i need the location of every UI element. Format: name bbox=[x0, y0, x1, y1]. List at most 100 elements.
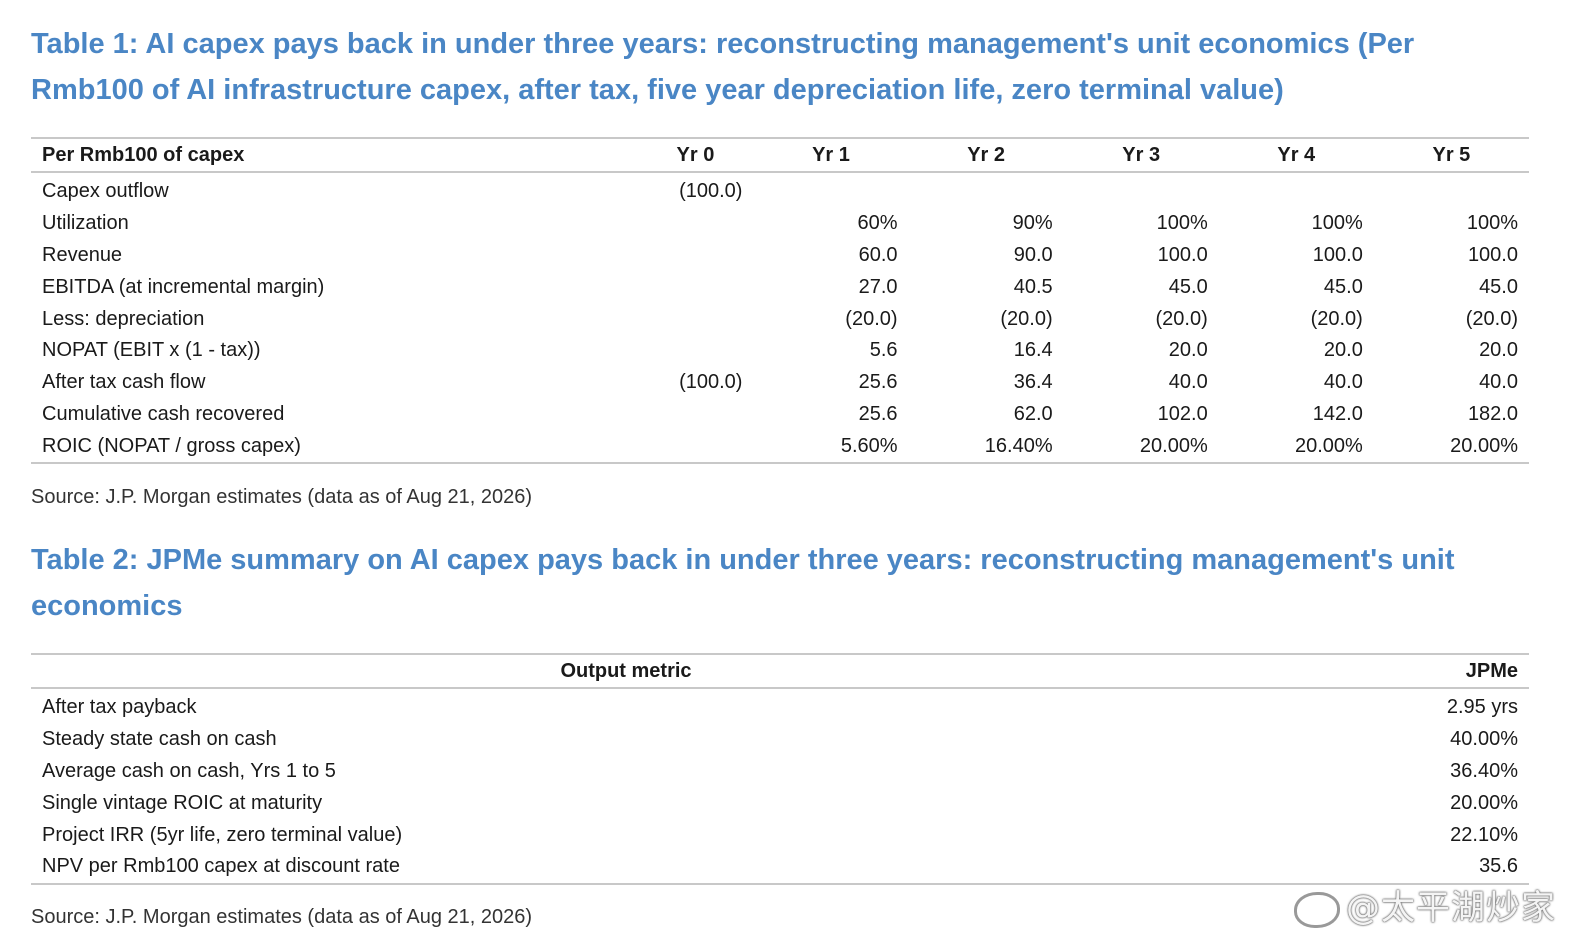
table2-row-value: 36.40% bbox=[1450, 759, 1518, 782]
watermark-text: @太平湖炒家 bbox=[1346, 888, 1556, 928]
table2-source: Source: J.P. Morgan estimates (data as o… bbox=[31, 906, 533, 928]
table1-cell-yr5: 20.00% bbox=[1373, 430, 1529, 465]
table2-row: Average cash on cash, Yrs 1 to 5 36.40% bbox=[31, 756, 1529, 788]
table1-cell-yr3: 102.0 bbox=[1157, 402, 1208, 425]
table1-cell-yr0 bbox=[637, 208, 753, 240]
table1-row-label: NOPAT (EBIT x (1 - tax)) bbox=[42, 339, 261, 362]
table1-row-label: EBITDA (at incremental margin) bbox=[42, 275, 325, 298]
table1-header-yr4: Yr 4 bbox=[1218, 137, 1374, 173]
table1-cell-yr5: 182.0 bbox=[1467, 402, 1518, 425]
table1-cell-yr1: 5.6 bbox=[869, 339, 898, 362]
table1-row: Utilization 60% 90% 100% 100% 100% bbox=[31, 208, 1529, 240]
table1-cell-yr2: 62.0 bbox=[1013, 402, 1053, 425]
table2-row: After tax payback 2.95 yrs bbox=[31, 688, 1529, 724]
table1-cell-yr4: 20.00% bbox=[1218, 430, 1374, 465]
table2-title: Table 2: JPMe summary on AI capex pays b… bbox=[31, 544, 1455, 622]
table1: Per Rmb100 of capex Yr 0 Yr 1 Yr 2 Yr 3 … bbox=[31, 137, 1529, 465]
table1-cell-yr3: 45.0 bbox=[1168, 275, 1208, 298]
table1-cell-yr0 bbox=[637, 335, 753, 367]
table1-row: Less: depreciation (20.0) (20.0) (20.0) (20.… bbox=[31, 303, 1529, 335]
table1-header-yr2: Yr 2 bbox=[908, 137, 1064, 173]
table1-title: Table 1: AI capex pays back in under thr… bbox=[31, 28, 1415, 106]
table2-row-label: NPV per Rmb100 capex at discount rate bbox=[31, 850, 1221, 885]
table1-row-label: Capex outflow bbox=[42, 180, 169, 203]
table1-row: Revenue 60.0 90.0 100.0 100.0 100.0 bbox=[31, 240, 1529, 272]
table1-source: Source: J.P. Morgan estimates (data as o… bbox=[31, 486, 533, 508]
table1-cell-yr4: 142.0 bbox=[1312, 402, 1363, 425]
table1-cell-yr0: (100.0) bbox=[679, 371, 743, 394]
table1-header-yr3: Yr 3 bbox=[1063, 137, 1219, 173]
watermark: @太平湖炒家 bbox=[1294, 880, 1556, 929]
table1-cell-yr0 bbox=[637, 430, 754, 465]
table2-row-label: Project IRR (5yr life, zero terminal val… bbox=[42, 823, 403, 846]
table1-cell-yr2: 16.40% bbox=[908, 430, 1064, 465]
table1-cell-yr4 bbox=[1219, 172, 1374, 208]
table2-row-value: 40.00% bbox=[1450, 728, 1518, 751]
table1-cell-yr2: 36.4 bbox=[1013, 371, 1053, 394]
table1-cell-yr3: 40.0 bbox=[1168, 371, 1208, 394]
table1-cell-yr4: (20.0) bbox=[1310, 307, 1363, 330]
table2-row: Project IRR (5yr life, zero terminal val… bbox=[31, 819, 1529, 851]
table1-cell-yr2: 90% bbox=[1012, 212, 1053, 235]
table2-row-value: 22.10% bbox=[1450, 823, 1518, 846]
table1-cell-yr1: 60.0 bbox=[858, 243, 898, 266]
table2: Output metric JPMe After tax payback 2.95… bbox=[31, 653, 1529, 885]
table1-cell-yr3: 20.0 bbox=[1168, 339, 1208, 362]
table1-cell-yr3 bbox=[1064, 172, 1219, 208]
table1-row: Capex outflow (100.0) bbox=[31, 172, 1529, 208]
table1-row-label: Revenue bbox=[42, 243, 123, 266]
table2-row: Single vintage ROIC at maturity 20.00% bbox=[31, 787, 1529, 819]
table1-cell-yr5 bbox=[1374, 172, 1529, 208]
table1-cell-yr5: 45.0 bbox=[1479, 275, 1518, 298]
table1-row-label: After tax cash flow bbox=[42, 371, 206, 394]
table2-header-jpme: JPMe bbox=[1221, 653, 1529, 689]
table1-cell-yr5: 20.0 bbox=[1479, 339, 1518, 362]
table1-cell-yr1: 25.6 bbox=[858, 371, 898, 394]
table1-cell-yr5: 100.0 bbox=[1467, 243, 1518, 266]
table1-cell-yr1 bbox=[753, 172, 908, 208]
table1-cell-yr1: 27.0 bbox=[858, 275, 898, 298]
table1-cell-yr1: 5.60% bbox=[753, 430, 909, 465]
table1-cell-yr4: 20.0 bbox=[1323, 339, 1363, 362]
weibo-icon bbox=[1294, 891, 1340, 928]
table1-cell-yr4: 100% bbox=[1311, 212, 1363, 235]
table2-row-label: Steady state cash on cash bbox=[42, 728, 277, 751]
table1-cell-yr2: 40.5 bbox=[1013, 275, 1053, 298]
table2-header-metric: Output metric bbox=[31, 653, 1221, 689]
table1-cell-yr2 bbox=[909, 172, 1064, 208]
table1-cell-yr3: 100% bbox=[1156, 212, 1208, 235]
table1-cell-yr1: 60% bbox=[857, 212, 898, 235]
table1-row-label: Cumulative cash recovered bbox=[42, 402, 285, 425]
table1-header-yr5: Yr 5 bbox=[1373, 137, 1529, 173]
table1-row: After tax cash flow (100.0) 25.6 36.4 40.0 40… bbox=[31, 367, 1529, 399]
table2-row: Steady state cash on cash 40.00% bbox=[31, 724, 1529, 756]
table1-cell-yr2: (20.0) bbox=[1000, 307, 1053, 330]
table2-row-label: After tax payback bbox=[42, 696, 197, 719]
table1-cell-yr0 bbox=[637, 303, 753, 335]
table1-cell-yr4: 45.0 bbox=[1323, 275, 1363, 298]
table1-cell-yr2: 90.0 bbox=[1013, 243, 1053, 266]
table1-row: NOPAT (EBIT x (1 - tax)) 5.6 16.4 20.0 20.0 2… bbox=[31, 335, 1529, 367]
table1-row-label: ROIC (NOPAT / gross capex) bbox=[31, 430, 638, 465]
table1-cell-yr1: 25.6 bbox=[858, 402, 898, 425]
table1-cell-yr0 bbox=[637, 271, 753, 303]
table1-row-label: Utilization bbox=[42, 212, 129, 235]
table1-cell-yr1: (20.0) bbox=[845, 307, 898, 330]
table1-cell-yr5: 40.0 bbox=[1479, 371, 1518, 394]
table1-cell-yr5: 100% bbox=[1466, 212, 1518, 235]
table2-header-row: Output metric JPMe bbox=[31, 653, 1529, 689]
table1-cell-yr4: 40.0 bbox=[1323, 371, 1363, 394]
table1-row: Cumulative cash recovered 25.6 62.0 102.0 14… bbox=[31, 399, 1529, 431]
table1-cell-yr3: 20.00% bbox=[1063, 430, 1219, 465]
table1-header-yr0: Yr 0 bbox=[637, 137, 754, 173]
table1-cell-yr0: (100.0) bbox=[679, 180, 743, 203]
table2-row-label: Average cash on cash, Yrs 1 to 5 bbox=[42, 759, 336, 782]
table2-row-value: 2.95 yrs bbox=[1446, 696, 1518, 719]
table1-cell-yr0 bbox=[637, 399, 753, 431]
table1-cell-yr5: (20.0) bbox=[1465, 307, 1518, 330]
table1-cell-yr4: 100.0 bbox=[1312, 243, 1363, 266]
table1-row: ROIC (NOPAT / gross capex) 5.60% 16.40% 20.… bbox=[31, 430, 1529, 465]
table1-row-label: Less: depreciation bbox=[42, 307, 205, 330]
table2-row-label: Single vintage ROIC at maturity bbox=[42, 791, 323, 814]
table1-cell-yr0 bbox=[637, 240, 753, 272]
